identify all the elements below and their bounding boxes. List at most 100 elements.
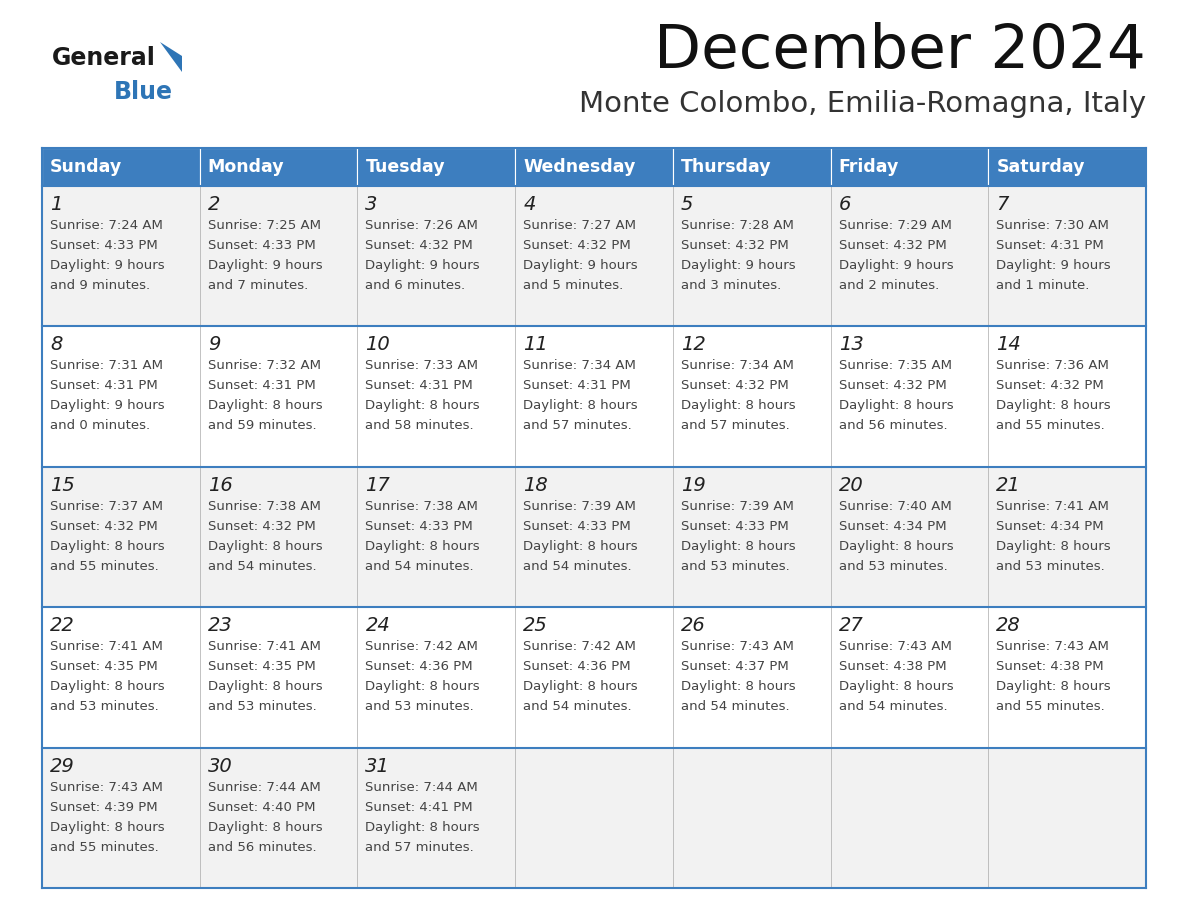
Text: Sunrise: 7:41 AM: Sunrise: 7:41 AM — [50, 640, 163, 654]
Text: and 0 minutes.: and 0 minutes. — [50, 420, 150, 432]
Text: Sunset: 4:33 PM: Sunset: 4:33 PM — [523, 520, 631, 532]
Bar — [42, 466, 200, 607]
Text: Sunset: 4:32 PM: Sunset: 4:32 PM — [366, 239, 473, 252]
Bar — [830, 747, 988, 888]
Text: Sunrise: 7:44 AM: Sunrise: 7:44 AM — [208, 780, 321, 793]
Text: 13: 13 — [839, 335, 864, 354]
Text: Sunset: 4:34 PM: Sunset: 4:34 PM — [997, 520, 1104, 532]
Bar — [200, 747, 358, 888]
Text: 20: 20 — [839, 476, 864, 495]
Text: and 54 minutes.: and 54 minutes. — [523, 560, 632, 573]
Text: and 53 minutes.: and 53 minutes. — [681, 560, 790, 573]
Bar — [830, 607, 988, 747]
Bar — [988, 148, 1146, 186]
Text: and 57 minutes.: and 57 minutes. — [366, 841, 474, 854]
Text: Sunrise: 7:30 AM: Sunrise: 7:30 AM — [997, 219, 1110, 232]
Text: 6: 6 — [839, 195, 851, 214]
Text: Sunset: 4:37 PM: Sunset: 4:37 PM — [681, 660, 789, 673]
Text: and 53 minutes.: and 53 minutes. — [208, 700, 316, 713]
Text: Sunset: 4:33 PM: Sunset: 4:33 PM — [681, 520, 789, 532]
Text: Daylight: 8 hours: Daylight: 8 hours — [839, 540, 953, 553]
Text: Sunrise: 7:27 AM: Sunrise: 7:27 AM — [523, 219, 636, 232]
Text: and 56 minutes.: and 56 minutes. — [839, 420, 947, 432]
Text: 29: 29 — [50, 756, 75, 776]
Text: Daylight: 8 hours: Daylight: 8 hours — [50, 680, 165, 693]
Text: General: General — [52, 46, 156, 70]
Text: 16: 16 — [208, 476, 233, 495]
Text: Sunset: 4:36 PM: Sunset: 4:36 PM — [366, 660, 473, 673]
Text: and 55 minutes.: and 55 minutes. — [50, 841, 159, 854]
Text: 21: 21 — [997, 476, 1020, 495]
Text: Sunset: 4:32 PM: Sunset: 4:32 PM — [50, 520, 158, 532]
Text: Sunset: 4:32 PM: Sunset: 4:32 PM — [681, 379, 789, 392]
Text: and 3 minutes.: and 3 minutes. — [681, 279, 781, 292]
Text: Sunset: 4:32 PM: Sunset: 4:32 PM — [208, 520, 316, 532]
Bar — [516, 148, 672, 186]
Text: 30: 30 — [208, 756, 233, 776]
Text: Sunrise: 7:41 AM: Sunrise: 7:41 AM — [997, 499, 1110, 513]
Text: 26: 26 — [681, 616, 706, 635]
Text: Daylight: 8 hours: Daylight: 8 hours — [208, 540, 322, 553]
Text: Daylight: 8 hours: Daylight: 8 hours — [681, 680, 796, 693]
Text: Sunrise: 7:34 AM: Sunrise: 7:34 AM — [523, 360, 636, 373]
Text: Daylight: 8 hours: Daylight: 8 hours — [523, 399, 638, 412]
Text: Daylight: 8 hours: Daylight: 8 hours — [681, 540, 796, 553]
Text: Sunset: 4:39 PM: Sunset: 4:39 PM — [50, 800, 158, 813]
Text: Sunrise: 7:40 AM: Sunrise: 7:40 AM — [839, 499, 952, 513]
Text: Daylight: 9 hours: Daylight: 9 hours — [50, 399, 165, 412]
Text: 18: 18 — [523, 476, 548, 495]
Text: and 53 minutes.: and 53 minutes. — [839, 560, 947, 573]
Text: Daylight: 8 hours: Daylight: 8 hours — [997, 680, 1111, 693]
Text: Sunrise: 7:25 AM: Sunrise: 7:25 AM — [208, 219, 321, 232]
Text: Sunrise: 7:28 AM: Sunrise: 7:28 AM — [681, 219, 794, 232]
Text: Sunrise: 7:41 AM: Sunrise: 7:41 AM — [208, 640, 321, 654]
Text: Sunrise: 7:43 AM: Sunrise: 7:43 AM — [997, 640, 1110, 654]
Bar — [672, 148, 830, 186]
Text: Sunrise: 7:38 AM: Sunrise: 7:38 AM — [366, 499, 479, 513]
Text: and 54 minutes.: and 54 minutes. — [523, 700, 632, 713]
Text: Sunrise: 7:32 AM: Sunrise: 7:32 AM — [208, 360, 321, 373]
Text: Sunrise: 7:43 AM: Sunrise: 7:43 AM — [681, 640, 794, 654]
Text: 31: 31 — [366, 756, 390, 776]
Text: Monday: Monday — [208, 158, 284, 176]
Text: and 55 minutes.: and 55 minutes. — [50, 560, 159, 573]
Text: and 7 minutes.: and 7 minutes. — [208, 279, 308, 292]
Text: 23: 23 — [208, 616, 233, 635]
Text: Daylight: 9 hours: Daylight: 9 hours — [523, 259, 638, 272]
Text: Daylight: 8 hours: Daylight: 8 hours — [366, 680, 480, 693]
Text: Daylight: 9 hours: Daylight: 9 hours — [366, 259, 480, 272]
Text: Sunset: 4:40 PM: Sunset: 4:40 PM — [208, 800, 315, 813]
Text: Sunset: 4:34 PM: Sunset: 4:34 PM — [839, 520, 946, 532]
Bar — [200, 607, 358, 747]
Bar — [358, 148, 516, 186]
Bar — [358, 327, 516, 466]
Text: 27: 27 — [839, 616, 864, 635]
Text: Friday: Friday — [839, 158, 899, 176]
Text: Sunset: 4:41 PM: Sunset: 4:41 PM — [366, 800, 473, 813]
Text: Daylight: 8 hours: Daylight: 8 hours — [208, 680, 322, 693]
Text: 3: 3 — [366, 195, 378, 214]
Text: Daylight: 8 hours: Daylight: 8 hours — [523, 540, 638, 553]
Bar — [672, 186, 830, 327]
Text: Daylight: 9 hours: Daylight: 9 hours — [839, 259, 953, 272]
Text: and 6 minutes.: and 6 minutes. — [366, 279, 466, 292]
Text: 10: 10 — [366, 335, 390, 354]
Text: Daylight: 8 hours: Daylight: 8 hours — [366, 540, 480, 553]
Text: 8: 8 — [50, 335, 63, 354]
Text: 7: 7 — [997, 195, 1009, 214]
Text: Sunset: 4:38 PM: Sunset: 4:38 PM — [997, 660, 1104, 673]
Text: 5: 5 — [681, 195, 694, 214]
Text: Thursday: Thursday — [681, 158, 771, 176]
Text: Sunrise: 7:34 AM: Sunrise: 7:34 AM — [681, 360, 794, 373]
Bar — [200, 186, 358, 327]
Bar — [516, 466, 672, 607]
Text: and 56 minutes.: and 56 minutes. — [208, 841, 316, 854]
Bar — [358, 607, 516, 747]
Text: Blue: Blue — [114, 80, 173, 104]
Bar — [516, 186, 672, 327]
Text: and 57 minutes.: and 57 minutes. — [523, 420, 632, 432]
Bar — [830, 466, 988, 607]
Text: and 54 minutes.: and 54 minutes. — [366, 560, 474, 573]
Text: Sunrise: 7:29 AM: Sunrise: 7:29 AM — [839, 219, 952, 232]
Text: and 9 minutes.: and 9 minutes. — [50, 279, 150, 292]
